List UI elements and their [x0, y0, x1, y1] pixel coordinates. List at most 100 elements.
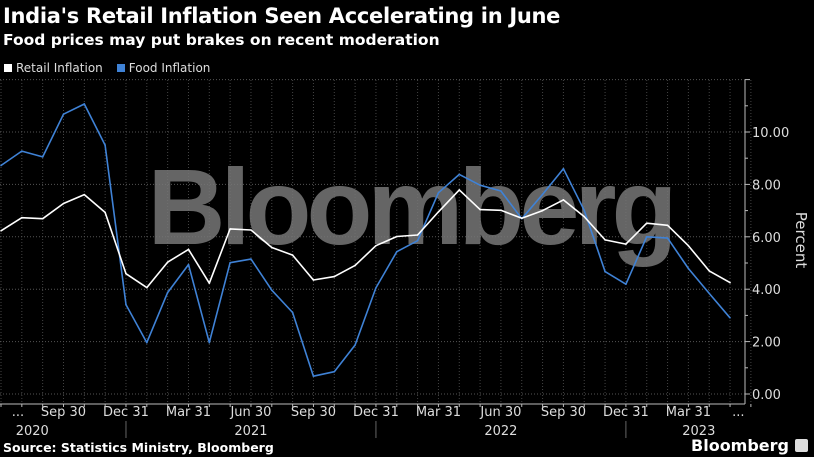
- data-point: [312, 375, 315, 377]
- data-point: [395, 250, 398, 253]
- y-tick-label: 10.00: [752, 126, 789, 141]
- data-point: [583, 215, 586, 218]
- data-point: [687, 267, 690, 270]
- chart-title: India's Retail Inflation Seen Accelerati…: [3, 4, 561, 28]
- data-point: [354, 264, 356, 267]
- data-point: [520, 217, 523, 219]
- data-point: [250, 258, 252, 260]
- data-point: [645, 236, 648, 238]
- data-point: [333, 370, 336, 373]
- data-point: [146, 286, 148, 289]
- data-point: [708, 292, 711, 295]
- data-point: [229, 261, 231, 264]
- year-label: 2020: [16, 424, 49, 439]
- data-point: [21, 150, 23, 152]
- data-point: [41, 217, 44, 220]
- x-tick-label: Dec 31: [103, 405, 149, 420]
- legend: Retail Inflation Food Inflation: [4, 61, 210, 75]
- data-point: [583, 209, 586, 212]
- data-point: [187, 263, 190, 266]
- data-point: [645, 222, 648, 224]
- legend-label: Retail Inflation: [16, 61, 103, 75]
- legend-item-retail: Retail Inflation: [4, 61, 103, 75]
- x-tick-label: Sep 30: [291, 405, 336, 420]
- series-line-retail-inflation: [0, 189, 731, 289]
- data-point: [83, 103, 86, 105]
- data-point: [125, 272, 127, 275]
- data-point: [437, 191, 440, 194]
- data-point: [208, 341, 211, 344]
- x-tick-label: Sep 30: [541, 405, 586, 420]
- y-tick-label: 4.00: [752, 283, 781, 298]
- data-point: [166, 261, 169, 264]
- data-point: [104, 144, 106, 146]
- data-point: [0, 229, 2, 232]
- year-label: 2022: [484, 424, 517, 439]
- data-point: [104, 211, 106, 214]
- data-point: [562, 199, 565, 201]
- data-point: [83, 193, 86, 196]
- data-point: [708, 270, 711, 272]
- data-point: [562, 167, 565, 170]
- data-point: [62, 202, 65, 205]
- data-point: [604, 239, 606, 241]
- data-point: [21, 216, 23, 219]
- data-point: [458, 173, 461, 176]
- data-point: [312, 279, 315, 281]
- legend-swatch: [4, 64, 12, 72]
- data-point: [666, 237, 669, 239]
- data-point: [687, 244, 690, 247]
- x-tick-label: Mar 31: [416, 405, 461, 420]
- legend-swatch: [116, 64, 125, 72]
- source-note: Source: Statistics Ministry, Bloomberg: [3, 440, 274, 455]
- x-tick-label: ...: [12, 405, 24, 420]
- data-point: [354, 344, 356, 346]
- data-point: [437, 211, 440, 213]
- x-tick-label: Sep 30: [41, 405, 86, 420]
- legend-label: Food Inflation: [128, 61, 211, 75]
- data-point: [62, 113, 65, 115]
- data-point: [541, 193, 544, 196]
- data-point: [479, 184, 481, 186]
- data-point: [166, 291, 169, 294]
- data-point: [395, 235, 398, 238]
- data-point: [229, 228, 231, 230]
- data-point: [625, 283, 627, 286]
- x-tick-label: Mar 31: [166, 405, 211, 420]
- x-tick-label: Dec 31: [353, 405, 399, 420]
- x-tick-label: Jun 30: [229, 405, 271, 420]
- series-line-food-inflation: [0, 103, 731, 378]
- data-point: [479, 208, 481, 211]
- data-point: [729, 281, 731, 284]
- data-point: [333, 275, 336, 278]
- chart-subtitle: Food prices may put brakes on recent mod…: [3, 31, 440, 49]
- chart-icon: [795, 439, 808, 452]
- data-point: [187, 248, 190, 251]
- data-point: [500, 190, 502, 192]
- data-point: [250, 229, 252, 231]
- x-tick-label: Jun 30: [479, 405, 521, 420]
- bloomberg-watermark: Bloomberg: [147, 146, 672, 267]
- x-tick-label: Dec 31: [603, 405, 649, 420]
- legend-item-food: Food Inflation: [116, 61, 211, 75]
- data-point: [416, 234, 419, 236]
- year-label: 2023: [682, 424, 715, 439]
- data-point: [541, 209, 544, 212]
- data-point: [146, 341, 148, 344]
- data-point: [729, 316, 731, 319]
- data-point: [416, 239, 419, 242]
- data-point: [625, 243, 627, 245]
- y-axis-label: Percent: [792, 212, 810, 269]
- data-point: [291, 254, 294, 256]
- year-label: 2021: [234, 424, 267, 439]
- data-point: [458, 189, 461, 191]
- data-point: [41, 156, 44, 158]
- data-point: [270, 289, 273, 292]
- data-point: [604, 270, 606, 273]
- bloomberg-logo: Bloomberg: [691, 436, 808, 455]
- data-point: [208, 282, 211, 284]
- data-point: [375, 244, 377, 247]
- data-point: [375, 287, 377, 289]
- data-point: [125, 303, 127, 306]
